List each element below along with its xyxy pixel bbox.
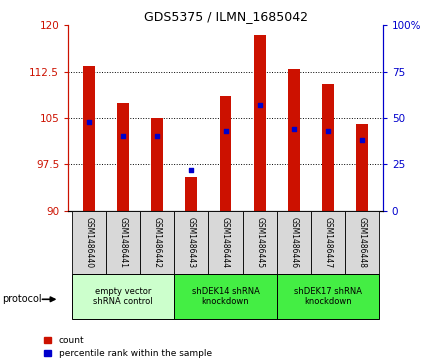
Text: GSM1486440: GSM1486440 <box>84 217 93 268</box>
FancyBboxPatch shape <box>242 211 277 274</box>
FancyBboxPatch shape <box>174 274 277 319</box>
Text: GSM1486441: GSM1486441 <box>118 217 128 268</box>
Point <box>359 137 366 143</box>
Legend: count, percentile rank within the sample: count, percentile rank within the sample <box>44 336 212 359</box>
Text: empty vector
shRNA control: empty vector shRNA control <box>93 287 153 306</box>
Bar <box>254 35 266 211</box>
Point <box>290 126 297 132</box>
FancyBboxPatch shape <box>140 211 174 274</box>
Text: GSM1486448: GSM1486448 <box>358 217 367 268</box>
Point <box>325 128 332 134</box>
FancyBboxPatch shape <box>174 211 209 274</box>
FancyBboxPatch shape <box>345 211 379 274</box>
Bar <box>322 84 334 211</box>
Text: GSM1486443: GSM1486443 <box>187 217 196 268</box>
FancyBboxPatch shape <box>72 211 106 274</box>
FancyBboxPatch shape <box>277 274 379 319</box>
Text: GSM1486442: GSM1486442 <box>153 217 161 268</box>
Text: shDEK17 shRNA
knockdown: shDEK17 shRNA knockdown <box>294 287 362 306</box>
Bar <box>151 118 163 211</box>
FancyBboxPatch shape <box>311 211 345 274</box>
FancyBboxPatch shape <box>72 274 174 319</box>
Text: protocol: protocol <box>2 294 42 305</box>
Point <box>85 119 92 125</box>
Point <box>222 128 229 134</box>
Text: GSM1486445: GSM1486445 <box>255 217 264 268</box>
Bar <box>356 124 368 211</box>
Text: GSM1486447: GSM1486447 <box>323 217 333 268</box>
Bar <box>288 69 300 211</box>
Text: GSM1486444: GSM1486444 <box>221 217 230 268</box>
Point <box>119 134 126 139</box>
FancyBboxPatch shape <box>277 211 311 274</box>
Text: GSM1486446: GSM1486446 <box>290 217 298 268</box>
Title: GDS5375 / ILMN_1685042: GDS5375 / ILMN_1685042 <box>143 10 308 23</box>
Point <box>256 102 263 108</box>
FancyBboxPatch shape <box>106 211 140 274</box>
Text: shDEK14 shRNA
knockdown: shDEK14 shRNA knockdown <box>191 287 260 306</box>
Bar <box>185 176 197 211</box>
Point <box>154 134 161 139</box>
FancyBboxPatch shape <box>209 211 242 274</box>
Bar <box>220 96 231 211</box>
Point <box>188 167 195 173</box>
Bar <box>117 102 129 211</box>
Bar <box>83 65 95 211</box>
